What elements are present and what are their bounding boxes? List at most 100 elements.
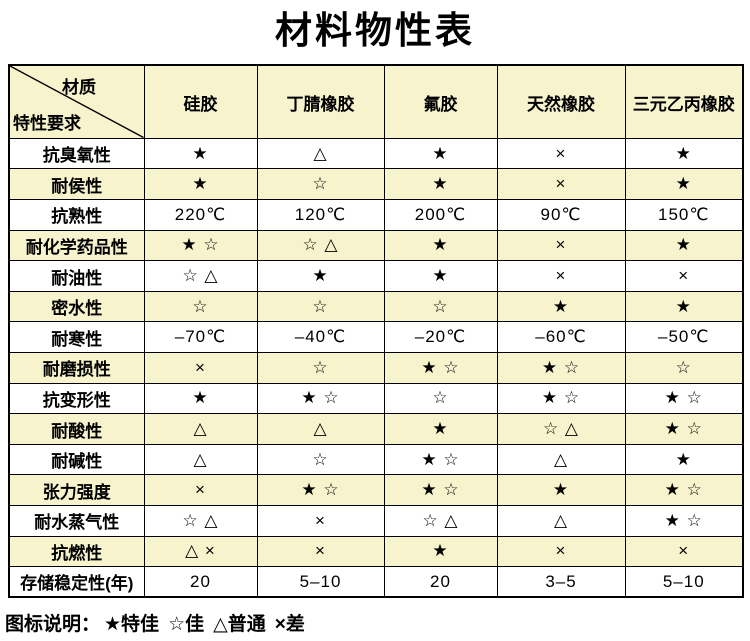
- table-cell: ×: [624, 535, 744, 568]
- table-cell: ☆: [256, 290, 385, 323]
- table-cell: ★: [143, 382, 258, 415]
- row-label: 耐酸性: [8, 413, 145, 445]
- table-cell: ☆ △: [143, 505, 258, 537]
- row-label: 耐碱性: [8, 443, 145, 476]
- row-label: 存储稳定性(年): [8, 566, 145, 598]
- table-cell: ★: [496, 290, 626, 323]
- table-cell: ☆: [256, 168, 385, 201]
- table-cell: ★: [143, 168, 258, 201]
- table-row: 耐寒性 –70℃ –40℃ –20℃ –60℃ –50℃: [8, 321, 744, 354]
- table-row: 抗变形性 ★ ★ ☆ ☆ ★ ☆ ★ ☆: [8, 382, 744, 415]
- table-cell: ★: [256, 260, 385, 292]
- table-cell: △: [496, 443, 626, 476]
- table-cell: △: [143, 413, 258, 445]
- table-cell: 20: [143, 566, 258, 598]
- table-cell: –40℃: [256, 321, 385, 354]
- table-cell: 3–5: [496, 566, 626, 598]
- table-cell: 5–10: [624, 566, 744, 598]
- table-cell: ☆: [383, 382, 498, 415]
- table-cell: △: [143, 443, 258, 476]
- table-cell: ★ ☆: [624, 505, 744, 537]
- legend-item: ☆佳: [168, 614, 205, 636]
- table-row: 耐油性 ☆ △ ★ ★ × ×: [8, 260, 744, 292]
- row-label: 耐寒性: [8, 321, 145, 354]
- legend-item: ★特佳: [104, 614, 160, 636]
- corner-label-property: 特性要求: [13, 113, 81, 133]
- table-cell: 200℃: [383, 199, 498, 231]
- table-cell: ★ ☆: [256, 474, 385, 507]
- table-cell: ★: [624, 229, 744, 262]
- table-row: 存储稳定性(年) 20 5–10 20 3–5 5–10: [8, 566, 744, 598]
- legend: 图标说明： ★特佳 ☆佳 △普通 ×差: [5, 609, 750, 636]
- table-cell: ★: [496, 474, 626, 507]
- table-cell: –60℃: [496, 321, 626, 354]
- table-cell: ×: [143, 474, 258, 507]
- corner-cell: 材质 特性要求: [8, 64, 145, 139]
- table-cell: –70℃: [143, 321, 258, 354]
- legend-item: ×差: [274, 614, 305, 636]
- table-cell: ★ ☆: [496, 352, 626, 384]
- table-cell: ×: [143, 352, 258, 384]
- table-row: 耐磨损性 × ☆ ★ ☆ ★ ☆ ☆: [8, 352, 744, 384]
- table-cell: –20℃: [383, 321, 498, 354]
- table-cell: ×: [496, 535, 626, 568]
- table-cell: ★: [143, 137, 258, 170]
- column-header: 硅胶: [143, 64, 258, 139]
- table-cell: ☆ △: [143, 260, 258, 292]
- row-label: 耐水蒸气性: [8, 505, 145, 537]
- table-row: 抗臭氧性 ★ △ ★ × ★: [8, 137, 744, 170]
- corner-label-material: 材质: [62, 78, 96, 98]
- table-row: 耐水蒸气性 ☆ △ × ☆ △ △ ★ ☆: [8, 505, 744, 537]
- table-cell: –50℃: [624, 321, 744, 354]
- table-cell: ★: [383, 535, 498, 568]
- table-cell: 150℃: [624, 199, 744, 231]
- table-cell: ★ ☆: [624, 382, 744, 415]
- row-label: 张力强度: [8, 474, 145, 507]
- table-cell: △: [496, 505, 626, 537]
- table-cell: ×: [256, 535, 385, 568]
- table-cell: ☆: [256, 443, 385, 476]
- table-cell: ★: [624, 443, 744, 476]
- table-cell: 220℃: [143, 199, 258, 231]
- table-row: 张力强度 × ★ ☆ ★ ☆ ★ ★ ☆: [8, 474, 744, 507]
- column-header: 天然橡胶: [496, 64, 626, 139]
- row-label: 耐化学药品性: [8, 229, 145, 262]
- table-cell: 20: [383, 566, 498, 598]
- table-row: 耐碱性 △ ☆ ★ ☆ △ ★: [8, 443, 744, 476]
- table-cell: ★ ☆: [624, 474, 744, 507]
- row-label: 抗变形性: [8, 382, 145, 415]
- table-cell: ★ ☆: [383, 474, 498, 507]
- table-cell: ×: [496, 229, 626, 262]
- row-label: 抗臭氧性: [8, 137, 145, 170]
- row-label: 密水性: [8, 290, 145, 323]
- table-cell: ★ ☆: [624, 413, 744, 445]
- table-row: 耐酸性 △ △ ★ ☆ △ ★ ☆: [8, 413, 744, 445]
- table-cell: ★: [624, 168, 744, 201]
- row-label: 耐侯性: [8, 168, 145, 201]
- table-cell: ★ ☆: [256, 382, 385, 415]
- table-cell: ×: [256, 505, 385, 537]
- table-cell: ☆: [624, 352, 744, 384]
- table-cell: ☆: [256, 352, 385, 384]
- row-label: 抗燃性: [8, 535, 145, 568]
- table-cell: ★: [383, 168, 498, 201]
- row-label: 耐磨损性: [8, 352, 145, 384]
- table-cell: ×: [496, 260, 626, 292]
- diagonal-divider: [10, 66, 144, 138]
- row-label: 抗熟性: [8, 199, 145, 231]
- table-cell: ★ ☆: [383, 443, 498, 476]
- table-cell: 120℃: [256, 199, 385, 231]
- table-cell: △: [256, 137, 385, 170]
- table-row: 耐侯性 ★ ☆ ★ × ★: [8, 168, 744, 201]
- table-cell: 90℃: [496, 199, 626, 231]
- column-header: 丁腈橡胶: [256, 64, 385, 139]
- table-cell: ☆ △: [383, 505, 498, 537]
- table-cell: ×: [624, 260, 744, 292]
- table-cell: ☆: [143, 290, 258, 323]
- legend-item: △普通: [213, 614, 266, 636]
- table-cell: ☆: [383, 290, 498, 323]
- table-cell: 5–10: [256, 566, 385, 598]
- table-row: 耐化学药品性 ★ ☆ ☆ △ ★ × ★: [8, 229, 744, 262]
- table-cell: ★: [624, 290, 744, 323]
